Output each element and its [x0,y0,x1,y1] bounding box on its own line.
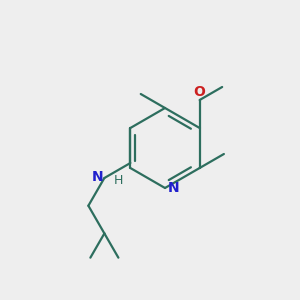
Text: O: O [194,85,206,99]
Text: N: N [92,170,103,184]
Text: H: H [113,173,123,187]
Text: N: N [168,181,180,195]
